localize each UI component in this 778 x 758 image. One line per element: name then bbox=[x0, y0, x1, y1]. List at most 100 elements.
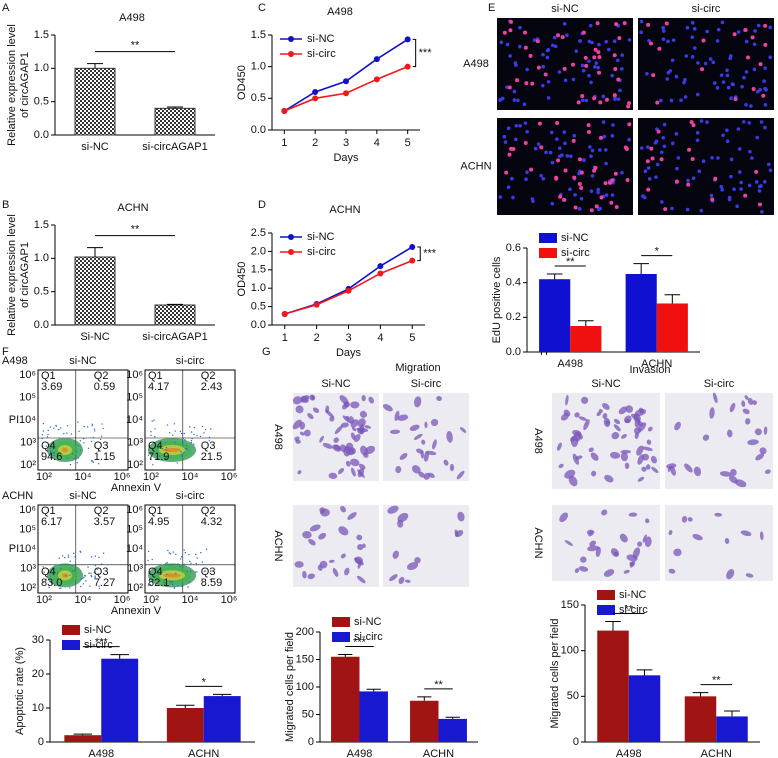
cell-blob bbox=[560, 413, 569, 421]
event-dot bbox=[91, 460, 93, 462]
cell-blob bbox=[350, 401, 360, 409]
quadrant-value: 6.17 bbox=[41, 516, 62, 528]
event-dot bbox=[79, 449, 82, 452]
bar bbox=[74, 67, 116, 136]
cell-dot bbox=[601, 120, 606, 124]
event-dot bbox=[80, 551, 82, 553]
event-dot bbox=[100, 435, 103, 438]
event-dot bbox=[184, 447, 187, 450]
cell-dot bbox=[627, 122, 632, 127]
cell-dot bbox=[720, 187, 724, 192]
event-cloud bbox=[163, 448, 181, 452]
error-bar bbox=[167, 106, 183, 109]
y-tick-label: 1.5 bbox=[251, 29, 266, 41]
cell-blob bbox=[558, 463, 564, 469]
flow-y-label: PI bbox=[9, 414, 19, 426]
cell-dot bbox=[655, 162, 660, 167]
flow-y-tick: 10³ bbox=[127, 436, 143, 448]
cell-dot bbox=[577, 181, 582, 186]
cell-blob bbox=[357, 427, 365, 435]
event-dot bbox=[84, 574, 86, 577]
cell-blob bbox=[332, 444, 342, 452]
cell-blob bbox=[764, 469, 771, 474]
y-tick-label: 0.0 bbox=[251, 124, 266, 136]
x-tick-label: 1 bbox=[281, 137, 287, 149]
bar bbox=[64, 735, 102, 742]
y-tick-label: 0.5 bbox=[251, 301, 266, 313]
point bbox=[409, 257, 416, 264]
cell-blob bbox=[583, 419, 590, 431]
cell-blob bbox=[432, 439, 437, 450]
cell-dot bbox=[550, 201, 555, 206]
point bbox=[377, 270, 384, 277]
cell-dot bbox=[721, 80, 726, 84]
cell-dot bbox=[589, 208, 594, 213]
event-dot bbox=[98, 587, 101, 590]
cell-dot bbox=[696, 61, 700, 65]
event-dot bbox=[67, 556, 70, 558]
event-dot bbox=[181, 585, 183, 588]
cell-dot bbox=[560, 153, 564, 158]
cell-dot bbox=[579, 170, 584, 175]
cell-dot bbox=[518, 44, 522, 49]
event-dot bbox=[102, 552, 105, 554]
cell-dot bbox=[593, 165, 598, 170]
x-tick-label: 2 bbox=[314, 332, 320, 344]
significance-label: ** bbox=[712, 675, 721, 687]
cell-dot bbox=[687, 147, 692, 152]
cell-dot bbox=[641, 194, 645, 198]
cell-blob bbox=[712, 392, 718, 404]
cell-blob bbox=[459, 427, 467, 433]
cell-blob bbox=[411, 465, 421, 474]
cell-blob bbox=[630, 413, 639, 420]
event-dot bbox=[49, 450, 52, 452]
cell-dot bbox=[550, 43, 555, 48]
event-dot bbox=[87, 447, 90, 450]
event-dot bbox=[179, 565, 181, 568]
event-dot bbox=[165, 446, 168, 449]
cell-dot bbox=[518, 25, 522, 30]
x-tick-label: A498 bbox=[347, 748, 373, 758]
event-dot bbox=[177, 584, 179, 587]
event-dot bbox=[53, 454, 55, 456]
row-label: ACHN bbox=[532, 527, 544, 558]
event-dot bbox=[161, 447, 164, 450]
legend-swatch bbox=[597, 590, 615, 600]
cell-blob bbox=[325, 409, 335, 419]
cell-blob bbox=[303, 429, 311, 437]
cell-dot bbox=[578, 39, 582, 43]
cell-dot bbox=[614, 22, 619, 27]
quadrant-name: Q2 bbox=[201, 370, 216, 382]
cell-blob bbox=[637, 541, 643, 547]
cell-blob bbox=[457, 511, 465, 522]
event-dot bbox=[71, 570, 74, 572]
cell-dot bbox=[666, 39, 670, 44]
event-dot bbox=[75, 450, 78, 453]
cell-blob bbox=[387, 505, 399, 514]
cell-blob bbox=[358, 463, 366, 470]
cell-dot bbox=[502, 30, 507, 35]
quadrant-name: Q2 bbox=[94, 370, 109, 382]
cell-blob bbox=[345, 460, 351, 467]
legend-label: si-circ bbox=[561, 247, 590, 259]
cell-blob bbox=[645, 518, 650, 524]
cell-blob bbox=[302, 570, 307, 579]
event-dot bbox=[165, 449, 167, 451]
cell-blob bbox=[747, 439, 759, 446]
y-tick-label: 0.0 bbox=[34, 129, 49, 141]
cell-blob bbox=[709, 407, 715, 419]
cell-dot bbox=[537, 121, 542, 126]
cell-dot bbox=[568, 187, 572, 192]
event-dot bbox=[149, 446, 151, 449]
line bbox=[284, 246, 413, 315]
event-dot bbox=[93, 572, 96, 574]
event-dot bbox=[154, 436, 156, 438]
cell-dot bbox=[594, 204, 599, 209]
event-dot bbox=[66, 432, 68, 434]
event-cloud bbox=[62, 448, 68, 452]
cell-dot bbox=[554, 175, 559, 180]
legend-label: si-circ bbox=[307, 246, 336, 258]
legend-swatch bbox=[332, 632, 350, 642]
cell-dot bbox=[701, 38, 706, 43]
cell-dot bbox=[508, 28, 513, 33]
